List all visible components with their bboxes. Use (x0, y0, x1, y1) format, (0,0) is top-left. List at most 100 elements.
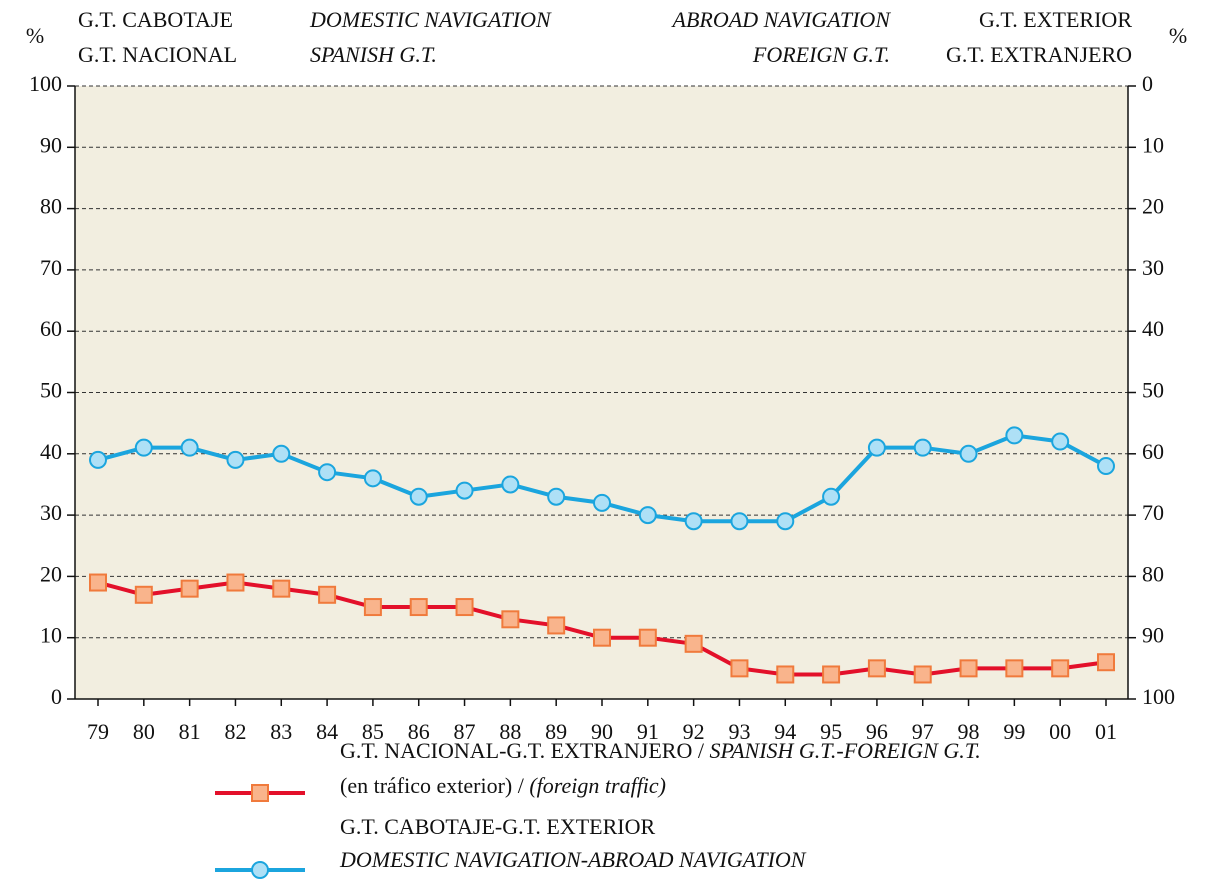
x-tick-label: 99 (1003, 719, 1025, 744)
header-label: ABROAD NAVIGATION (671, 7, 892, 32)
y2-tick-label: 100 (1142, 684, 1175, 709)
header-label: % (26, 23, 44, 48)
marker (959, 659, 978, 678)
marker (1051, 432, 1070, 451)
marker (1097, 457, 1115, 476)
x-tick-label: 95 (820, 719, 842, 744)
y-tick-label: 100 (29, 71, 62, 96)
marker (501, 610, 520, 629)
x-tick-label: 98 (958, 719, 980, 744)
legend-text: G.T. NACIONAL-G.T. EXTRANJERO / (340, 738, 709, 763)
marker (593, 628, 611, 647)
x-tick-label: 86 (408, 719, 430, 744)
marker (867, 659, 886, 678)
marker (638, 628, 657, 647)
y2-tick-label: 60 (1142, 439, 1164, 464)
legend-entry: G.T. CABOTAJE-G.T. EXTERIOR DOMESTIC NAVI… (215, 814, 807, 879)
header-label: % (1169, 23, 1187, 48)
header-label: DOMESTIC NAVIGATION (309, 7, 552, 32)
header-label: G.T. EXTERIOR (979, 7, 1132, 32)
marker (134, 585, 153, 604)
x-tick-label: 84 (316, 719, 338, 744)
marker (409, 487, 428, 506)
marker (913, 665, 932, 684)
header-label: SPANISH G.T. (310, 42, 437, 67)
y2-tick-label: 10 (1142, 132, 1164, 157)
legend-text: SPANISH G.T.-FOREIGN G.T. (709, 738, 980, 763)
y-tick-label: 50 (40, 378, 62, 403)
x-tick-label: 81 (179, 719, 201, 744)
marker (1005, 659, 1024, 678)
x-tick-label: 82 (224, 719, 246, 744)
marker (180, 438, 199, 457)
legend-text: (en tráfico exterior) / (340, 773, 529, 798)
marker (226, 573, 245, 592)
x-tick-label: 00 (1049, 719, 1071, 744)
marker (318, 585, 337, 604)
marker (776, 665, 795, 684)
marker (226, 450, 245, 469)
y2-tick-label: 50 (1142, 378, 1164, 403)
x-tick-label: 87 (454, 719, 476, 744)
marker (867, 438, 886, 457)
legend-text: DOMESTIC NAVIGATION-ABROAD NAVIGATION (339, 847, 807, 872)
marker (959, 444, 978, 463)
y-tick-label: 0 (51, 684, 62, 709)
marker (1051, 659, 1070, 678)
marker (363, 469, 382, 488)
header-label: G.T. EXTRANJERO (946, 42, 1132, 67)
x-tick-label: 96 (866, 719, 888, 744)
x-tick-label: 92 (683, 719, 705, 744)
y-tick-label: 70 (40, 255, 62, 280)
y2-tick-label: 90 (1142, 623, 1164, 648)
marker (547, 616, 566, 635)
y-tick-label: 20 (40, 561, 62, 586)
y-tick-label: 90 (40, 132, 62, 157)
y-tick-label: 80 (40, 194, 62, 219)
marker (455, 598, 474, 617)
marker (89, 450, 107, 469)
x-tick-label: 91 (637, 719, 659, 744)
marker (1005, 426, 1024, 445)
y2-tick-label: 80 (1142, 561, 1164, 586)
marker (822, 487, 841, 506)
marker (318, 463, 337, 482)
marker (1097, 653, 1115, 672)
marker (89, 573, 107, 592)
legend-label: G.T. NACIONAL-G.T. EXTRANJERO / SPANISH … (340, 738, 981, 763)
header-label: FOREIGN G.T. (752, 42, 890, 67)
marker (455, 481, 474, 500)
x-tick-label: 85 (362, 719, 384, 744)
legend-label: G.T. CABOTAJE-G.T. EXTERIOR (340, 814, 655, 839)
x-tick-label: 83 (270, 719, 292, 744)
legend-label: (en tráfico exterior) / (foreign traffic… (340, 773, 666, 798)
marker (593, 493, 611, 512)
y-tick-label: 40 (40, 439, 62, 464)
x-tick-label: 80 (133, 719, 155, 744)
marker (272, 579, 291, 598)
marker (913, 438, 932, 457)
marker (730, 659, 749, 678)
x-tick-label: 94 (774, 719, 796, 744)
marker (180, 579, 199, 598)
y-tick-label: 10 (40, 623, 62, 648)
x-tick-label: 01 (1095, 719, 1117, 744)
legend-label: DOMESTIC NAVIGATION-ABROAD NAVIGATION (339, 847, 807, 872)
marker (134, 438, 153, 457)
y2-tick-label: 30 (1142, 255, 1164, 280)
marker (547, 487, 566, 506)
header-label: G.T. CABOTAJE (78, 7, 233, 32)
marker (638, 506, 657, 525)
y-tick-label: 30 (40, 500, 62, 525)
x-tick-label: 89 (545, 719, 567, 744)
marker (409, 598, 428, 617)
header-label: G.T. NACIONAL (78, 42, 237, 67)
y2-tick-label: 40 (1142, 316, 1164, 341)
legend-marker (251, 861, 269, 879)
y2-tick-label: 20 (1142, 194, 1164, 219)
marker (363, 598, 382, 617)
marker (730, 512, 749, 531)
x-tick-label: 88 (499, 719, 521, 744)
y-tick-label: 60 (40, 316, 62, 341)
